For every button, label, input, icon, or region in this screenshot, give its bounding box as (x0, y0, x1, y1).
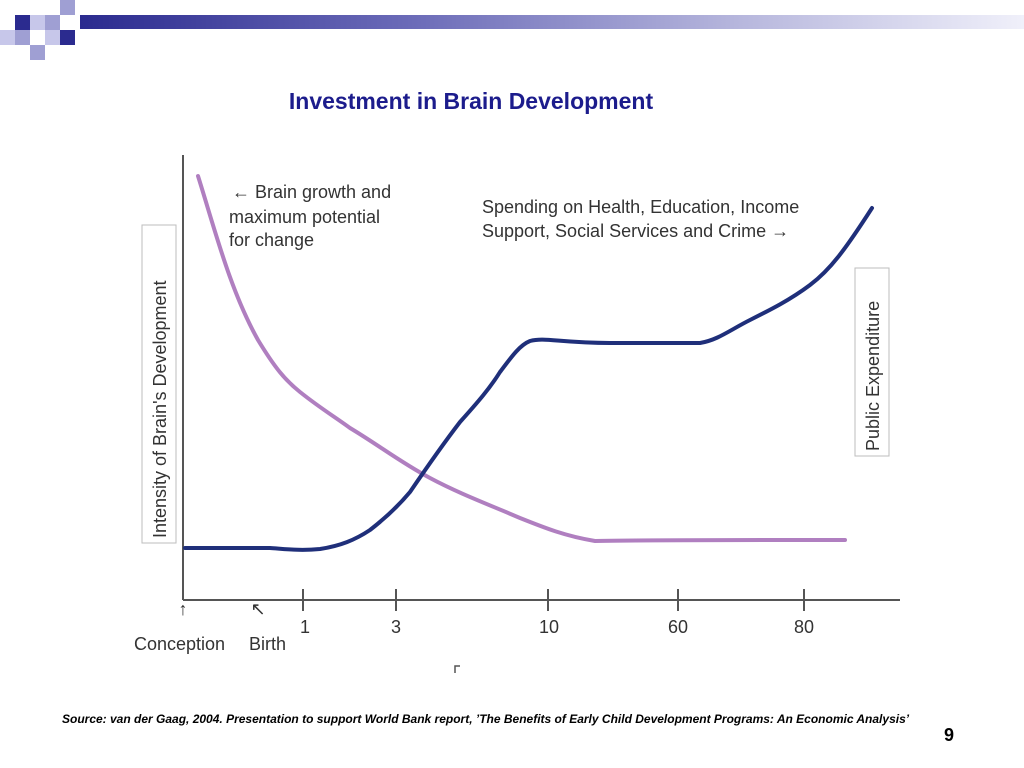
deco-square (0, 30, 15, 45)
brain-annotation-line: for change (229, 230, 314, 250)
series-line-spending (183, 206, 874, 552)
birth-arrow: ↖ (250, 599, 265, 619)
x-tick-label: 10 (539, 617, 559, 637)
y-axis-label-box (141, 224, 177, 544)
deco-square (30, 15, 45, 30)
y-axis-label-box-right (854, 267, 890, 457)
deco-square (45, 15, 60, 30)
slide-title: Investment in Brain Development (288, 88, 654, 114)
spending-annotation-line: Spending on Health, Education, Income (482, 197, 799, 217)
brain-annotation-line: ← Brain growth and (232, 182, 391, 202)
decorative-header (0, 0, 1024, 60)
conception-arrow: ↑ (179, 599, 188, 619)
deco-square (30, 45, 45, 60)
deco-square (45, 30, 60, 45)
conception-label: Conception (134, 634, 225, 654)
birth-label: Birth (249, 634, 286, 654)
deco-square (60, 30, 75, 45)
deco-square (15, 30, 30, 45)
x-tick-label: 80 (794, 617, 814, 637)
page-number: 9 (944, 725, 955, 745)
header-gradient-bar (80, 15, 1024, 29)
y-axis-label-left: Intensity of Brain's Development (150, 280, 170, 538)
source-citation: Source: van der Gaag, 2004. Presentation… (62, 712, 910, 726)
y-axis-label-right: Public Expenditure (863, 301, 883, 451)
deco-square (60, 0, 75, 15)
x-tick-label: 60 (668, 617, 688, 637)
brain-annotation-line: maximum potential (229, 207, 380, 227)
spending-annotation-line: Support, Social Services and Crime → (482, 221, 789, 241)
series-line-brain-growth (196, 174, 847, 544)
deco-square (15, 15, 30, 30)
stray-mark (454, 665, 460, 673)
x-tick-label: 1 (300, 617, 310, 637)
x-tick-label: 3 (391, 617, 401, 637)
